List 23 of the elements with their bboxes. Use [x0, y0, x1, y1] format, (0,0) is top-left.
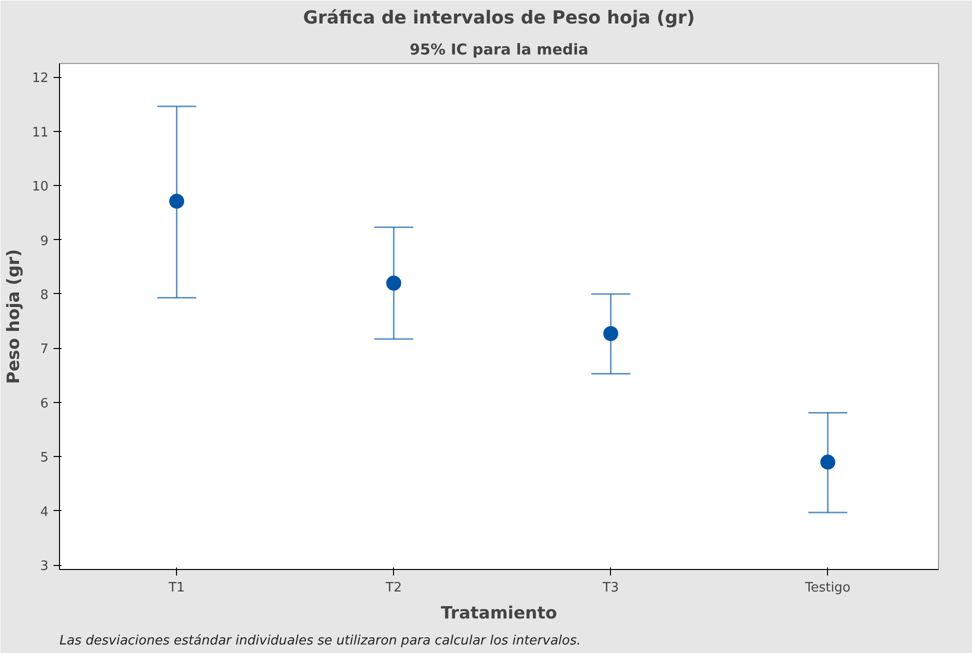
- y-tick-label: 9: [40, 234, 49, 249]
- chart-title: Gráfica de intervalos de Peso hoja (gr): [303, 8, 695, 28]
- y-tick-label: 8: [40, 288, 49, 303]
- y-tick-label: 3: [40, 559, 49, 574]
- y-tick-label: 10: [32, 180, 49, 195]
- x-axis-title: Tratamiento: [440, 604, 558, 624]
- point: [820, 454, 836, 470]
- x-tick-label: Testigo: [804, 580, 851, 596]
- y-tick-label: 5: [40, 450, 49, 466]
- point: [169, 194, 184, 209]
- y-tick-label: 7: [40, 342, 49, 358]
- chart-subtitle: 95% IC para la media: [410, 40, 588, 58]
- y-tick-label: 11: [32, 125, 49, 140]
- y-tick-label: 12: [32, 71, 49, 86]
- x-tick-label: T1: [168, 580, 185, 596]
- x-tick-label: T2: [384, 580, 402, 596]
- point: [603, 326, 618, 342]
- point: [386, 276, 402, 291]
- x-tick-label: T3: [602, 580, 619, 596]
- y-axis-title: Peso hoja (gr): [4, 249, 24, 384]
- text: Las desviaciones estándar individuales se utilizaron para calcular los intervalos.: [60, 634, 581, 648]
- y-tick-label: 6: [40, 396, 49, 412]
- y-tick-label: 4: [40, 504, 49, 520]
